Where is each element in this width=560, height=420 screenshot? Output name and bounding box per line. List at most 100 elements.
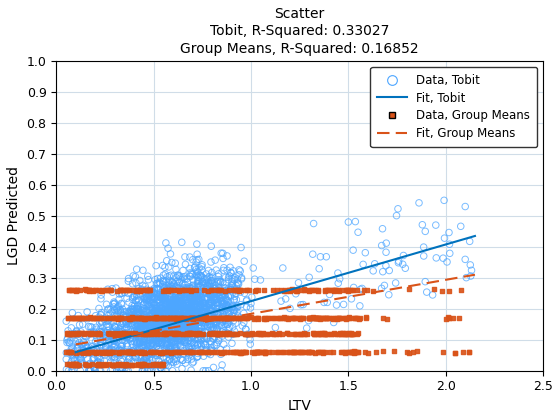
Point <box>346 349 354 356</box>
Point <box>378 226 387 232</box>
Point <box>144 319 153 326</box>
Point <box>186 294 195 300</box>
Point <box>201 341 210 348</box>
Point <box>119 320 128 327</box>
Point <box>199 300 208 307</box>
Point <box>152 350 161 357</box>
Point <box>236 330 245 337</box>
Point <box>203 328 212 334</box>
Point <box>255 349 264 356</box>
Point <box>135 331 144 337</box>
Point <box>195 328 204 335</box>
Point <box>142 347 151 354</box>
Point <box>157 314 166 321</box>
Point <box>222 330 231 337</box>
Point <box>132 293 141 299</box>
Point <box>161 331 170 338</box>
Point <box>194 318 203 325</box>
Point <box>218 250 227 257</box>
Point <box>156 320 165 326</box>
Point <box>87 349 96 355</box>
Point <box>161 264 170 270</box>
Point <box>217 306 226 312</box>
Point <box>83 330 92 336</box>
Point <box>165 317 174 324</box>
Point <box>160 286 169 292</box>
Point <box>157 302 166 308</box>
Point <box>213 291 222 298</box>
Point <box>394 260 403 266</box>
Point <box>438 255 447 262</box>
Point <box>188 271 197 278</box>
Point <box>175 300 184 307</box>
Point <box>162 327 171 333</box>
Point <box>190 297 199 304</box>
Point <box>189 326 198 332</box>
Point <box>320 330 329 336</box>
Legend: Data, Tobit, Fit, Tobit, Data, Group Means, Fit, Group Means: Data, Tobit, Fit, Tobit, Data, Group Mea… <box>370 67 537 147</box>
Point <box>334 315 343 321</box>
Point <box>150 331 159 337</box>
Point <box>203 296 212 302</box>
Point <box>256 349 265 355</box>
Point <box>353 349 362 355</box>
Point <box>207 290 216 297</box>
Point <box>170 330 179 337</box>
Point <box>143 358 152 365</box>
Point <box>171 319 180 326</box>
Point <box>188 349 197 355</box>
Point <box>170 298 179 305</box>
Point <box>305 315 314 321</box>
Point <box>118 367 127 373</box>
Point <box>147 301 156 307</box>
Point <box>167 296 176 303</box>
Point <box>136 353 144 360</box>
Point <box>206 338 214 345</box>
Point <box>139 339 148 346</box>
Point <box>185 307 194 314</box>
Point <box>192 334 200 341</box>
Point <box>168 335 177 342</box>
Point <box>137 344 146 350</box>
Point <box>444 288 453 295</box>
Point <box>163 306 172 312</box>
Point <box>92 348 101 355</box>
Point <box>131 315 140 321</box>
Point <box>149 291 158 298</box>
Point <box>296 349 305 356</box>
Point <box>290 349 299 356</box>
Point <box>180 304 189 310</box>
Point <box>129 315 138 322</box>
Point <box>152 302 161 309</box>
Point <box>128 314 137 321</box>
Point <box>176 315 185 321</box>
Point <box>91 349 100 356</box>
Point <box>78 346 87 352</box>
Point <box>133 340 142 347</box>
Point <box>380 282 389 289</box>
Point <box>288 315 297 322</box>
Point <box>462 274 471 281</box>
Point <box>323 315 332 322</box>
Point <box>200 310 209 317</box>
Point <box>226 269 235 276</box>
Point <box>208 279 217 286</box>
Point <box>176 349 185 356</box>
Point <box>230 297 239 304</box>
Point <box>113 315 122 322</box>
Point <box>405 286 414 292</box>
Point <box>236 244 245 251</box>
Point <box>67 346 76 352</box>
Point <box>186 310 195 316</box>
Point <box>76 328 85 335</box>
Point <box>207 289 216 296</box>
Point <box>239 349 248 355</box>
Point <box>118 342 127 349</box>
Point <box>77 342 86 349</box>
Point <box>197 341 206 348</box>
Point <box>279 287 288 294</box>
Point <box>183 324 192 331</box>
Point <box>180 315 189 321</box>
Point <box>206 306 215 313</box>
Point <box>131 330 140 336</box>
